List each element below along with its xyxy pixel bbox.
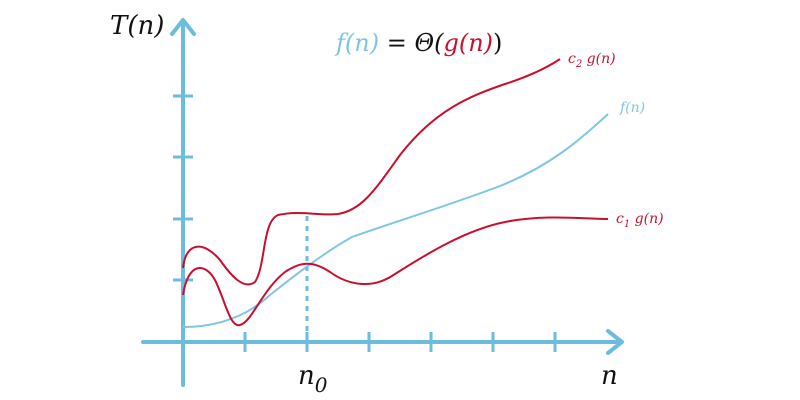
theta-formula: f(n) = Θ(g(n)): [334, 29, 502, 57]
x-axis-arrowhead: [606, 329, 624, 355]
formula-g: g(n): [444, 29, 494, 57]
n0-subscript: 0: [315, 373, 328, 397]
y-axis-label: T(n): [110, 11, 164, 41]
f-label: f(n): [619, 100, 645, 116]
c1-sub: 1: [624, 219, 630, 230]
x-axis-label: n: [601, 361, 618, 391]
y-axis-arrowhead: [170, 18, 196, 36]
f-curve: [182, 113, 609, 328]
c2-g-label: c2 g(n): [568, 51, 616, 70]
c2-g-curve: [182, 58, 561, 286]
formula-close: ): [493, 29, 502, 57]
c1-coef: c: [616, 211, 624, 227]
c2-sub: 2: [575, 59, 582, 70]
c1-fn: g(n): [630, 211, 663, 227]
n0-base: n: [298, 361, 315, 391]
n0-label: n0: [298, 361, 328, 397]
formula-equals: =: [379, 29, 414, 57]
formula-f: f(n): [334, 29, 379, 57]
axes: [141, 18, 624, 387]
c2-fn: g(n): [582, 51, 615, 67]
c1-g-label: c1 g(n): [616, 211, 664, 230]
c1-g-curve: [182, 216, 609, 327]
formula-theta-open: Θ(: [414, 29, 444, 57]
c2-coef: c: [568, 51, 576, 67]
